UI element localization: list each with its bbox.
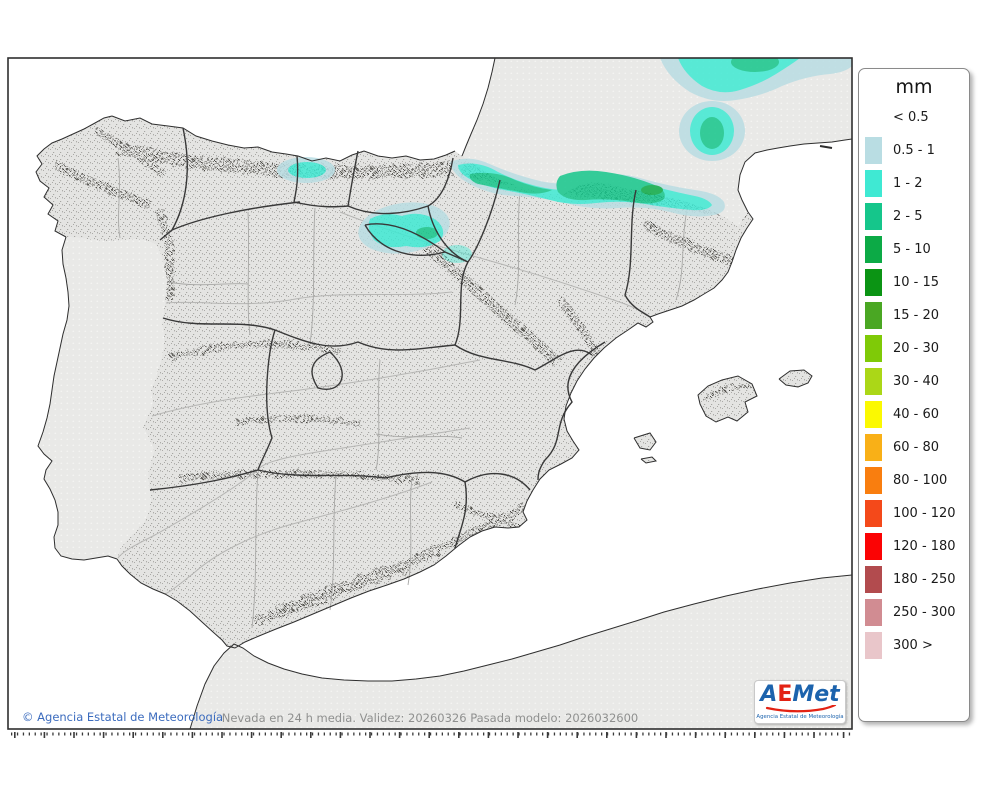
legend-swatch (865, 203, 882, 230)
legend-swatch (865, 236, 882, 263)
legend-row: 5 - 10 (859, 233, 969, 266)
legend-label: 1 - 2 (893, 176, 923, 191)
legend-label: 250 - 300 (893, 605, 956, 620)
legend-row: 0.5 - 1 (859, 134, 969, 167)
legend-label: 15 - 20 (893, 308, 940, 323)
legend-label: 180 - 250 (893, 572, 956, 587)
footer-model-info: Nevada en 24 h media. Validez: 20260326 … (221, 711, 639, 725)
legend-row: 80 - 100 (859, 464, 969, 497)
legend-row: 120 - 180 (859, 530, 969, 563)
legend-swatch (865, 335, 882, 362)
graticule-ticks (11, 732, 851, 738)
legend-label: 100 - 120 (893, 506, 956, 521)
legend-swatch (865, 599, 882, 626)
legend-swatch (865, 104, 882, 131)
legend-label: 30 - 40 (893, 374, 940, 389)
snow-layer (277, 58, 852, 263)
legend-label: 60 - 80 (893, 440, 940, 455)
legend-row: 1 - 2 (859, 167, 969, 200)
legend-label: 40 - 60 (893, 407, 940, 422)
legend-label: 2 - 5 (893, 209, 923, 224)
region-borders (149, 127, 651, 549)
legend-title: mm (895, 76, 933, 98)
legend-row: 15 - 20 (859, 299, 969, 332)
legend-row: 60 - 80 (859, 431, 969, 464)
legend-swatch (865, 137, 882, 164)
legend-label: 10 - 15 (893, 275, 940, 290)
logo-swoosh (765, 705, 837, 713)
legend-row: 300 > (859, 629, 969, 662)
legend-swatch (865, 401, 882, 428)
legend-row: 10 - 15 (859, 266, 969, 299)
map-frame (7, 57, 853, 730)
legend-label: 5 - 10 (893, 242, 931, 257)
legend-swatch (865, 170, 882, 197)
coastlines (35, 58, 852, 729)
aemet-logo: AEMet Agencia Estatal de Meteorología (754, 680, 846, 724)
legend-label: 20 - 30 (893, 341, 940, 356)
africa-land (190, 575, 852, 729)
logo-wordmark: AEMet (760, 682, 840, 707)
legend-panel: mm < 0.5 0.5 - 1 1 - 2 2 - 5 5 - 10 10 -… (858, 68, 970, 722)
legend-label: 120 - 180 (893, 539, 956, 554)
legend-row: 20 - 30 (859, 332, 969, 365)
legend-label: 80 - 100 (893, 473, 948, 488)
legend-row: < 0.5 (859, 101, 969, 134)
legend-swatch (865, 566, 882, 593)
legend-row: 100 - 120 (859, 497, 969, 530)
legend-swatch (865, 467, 882, 494)
legend-rows: < 0.5 0.5 - 1 1 - 2 2 - 5 5 - 10 10 - 15… (859, 101, 969, 662)
legend-swatch (865, 533, 882, 560)
legend-swatch (865, 368, 882, 395)
legend-row: 40 - 60 (859, 398, 969, 431)
legend-row: 180 - 250 (859, 563, 969, 596)
legend-swatch (865, 500, 882, 527)
footer-copyright: © Agencia Estatal de Meteorología (22, 710, 224, 724)
portugal-land (38, 237, 167, 560)
legend-swatch (865, 269, 882, 296)
legend-swatch (865, 632, 882, 659)
legend-row: 30 - 40 (859, 365, 969, 398)
legend-row: 250 - 300 (859, 596, 969, 629)
legend-row: 2 - 5 (859, 200, 969, 233)
legend-label: 0.5 - 1 (893, 143, 935, 158)
legend-swatch (865, 434, 882, 461)
logo-caption: Agencia Estatal de Meteorología (756, 714, 844, 720)
legend-label: < 0.5 (893, 110, 929, 125)
legend-swatch (865, 302, 882, 329)
legend-label: 300 > (893, 638, 933, 653)
